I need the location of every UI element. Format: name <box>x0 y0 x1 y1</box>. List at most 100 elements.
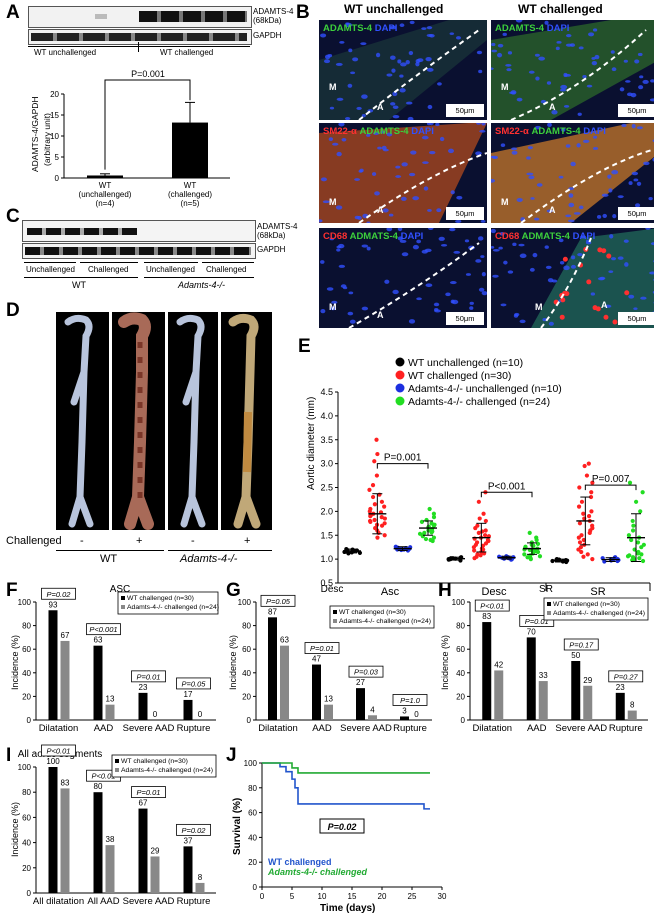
bar <box>183 846 193 893</box>
data-point <box>586 514 592 519</box>
y-tick-label: 100 <box>452 598 466 607</box>
nucleus <box>526 172 534 176</box>
nucleus <box>435 123 440 127</box>
nucleus <box>570 161 576 167</box>
data-point <box>379 499 385 504</box>
nucleus <box>582 75 587 79</box>
nucleus <box>319 219 323 223</box>
nucleus <box>399 88 406 93</box>
p-value-box <box>176 677 211 690</box>
data-point <box>577 485 582 490</box>
nucleus <box>405 101 413 105</box>
nucleus <box>565 43 573 47</box>
nucleus <box>450 299 455 304</box>
data-point <box>367 509 372 514</box>
legend-marker <box>395 396 405 406</box>
data-label: 13 <box>324 695 333 704</box>
blot-label-gapdh: GAPDH <box>253 31 282 40</box>
nucleus <box>347 311 354 316</box>
data-label: 87 <box>268 607 277 616</box>
category-label: Severe AAD <box>123 723 175 734</box>
nucleus <box>437 82 442 86</box>
nucleus <box>332 142 339 146</box>
nucleus <box>417 58 424 63</box>
legend-marker <box>115 768 119 772</box>
data-point <box>481 511 486 516</box>
nucleus <box>602 213 607 218</box>
cd68-cell <box>606 253 612 259</box>
nucleus <box>354 178 360 181</box>
nucleus <box>577 112 582 116</box>
data-point <box>375 535 380 540</box>
p-value-box <box>176 823 211 836</box>
nucleus <box>390 102 396 106</box>
p-value-box <box>519 615 555 627</box>
scale-bar: 50μm <box>446 312 484 325</box>
nucleus <box>429 150 436 155</box>
nucleus <box>546 81 552 85</box>
micrograph-image <box>319 123 487 223</box>
nucleus <box>421 135 429 140</box>
x-tick-label: 10 <box>318 892 327 901</box>
data-point <box>427 506 432 512</box>
d-row-label: Challenged <box>6 535 62 547</box>
significance-bracket <box>376 463 429 469</box>
c-blot-label-gapdh: GAPDH <box>257 245 286 254</box>
data-point <box>581 511 586 516</box>
data-point <box>637 556 642 561</box>
bar <box>627 710 637 720</box>
nucleus <box>513 313 519 318</box>
western-blot-gapdh <box>28 29 252 45</box>
y-tick-label: 40 <box>22 839 31 848</box>
nucleus <box>323 59 331 64</box>
nucleus <box>328 137 333 142</box>
nucleus <box>476 123 482 125</box>
nucleus <box>377 146 382 150</box>
data-point <box>630 518 635 524</box>
data-point <box>535 541 541 546</box>
legend-label: WT challenged (n=30) <box>121 758 188 765</box>
nucleus <box>400 196 407 201</box>
nucleus <box>634 59 640 64</box>
nucleus <box>568 193 574 198</box>
c-blot-label-kda: (68kDa) <box>257 231 286 240</box>
y-tick-label: 80 <box>242 622 251 631</box>
legend-label: Adamts-4-/- challenged (n=24) <box>408 396 550 408</box>
chart-f-ylabel: Incidence (%) <box>10 634 20 690</box>
data-point <box>370 494 376 500</box>
data-label: 27 <box>356 678 365 687</box>
data-label: 67 <box>139 799 148 808</box>
panel-letter-e: E <box>298 336 311 357</box>
p-value-annotation: P=0.17 <box>569 641 594 650</box>
y-tick-label: 20 <box>248 858 257 867</box>
nucleus <box>392 91 398 97</box>
stain-label-segment: DAPI <box>372 23 398 34</box>
boundary-line <box>520 148 654 223</box>
category-label: Desc <box>481 586 507 598</box>
cd68-cell <box>559 314 565 320</box>
nucleus <box>366 133 371 137</box>
chart-title: Desc <box>321 584 344 595</box>
chart-j-survival: 0 20 40 60 80 100 0 5 10 15 20 25 30 P=0.02 WT challen… <box>244 759 447 901</box>
data-point <box>429 530 434 535</box>
nucleus <box>594 54 600 60</box>
nucleus <box>630 92 637 98</box>
data-point <box>590 480 595 485</box>
data-point <box>372 459 377 464</box>
nucleus <box>455 219 462 223</box>
data-point <box>483 528 488 533</box>
nucleus <box>624 262 629 267</box>
panel-letter-i: I <box>6 745 12 766</box>
y-tick-label: 2.5 <box>320 483 333 493</box>
category-label: AAD <box>312 723 332 734</box>
stain-label-segment: ADAMTS-4 <box>356 126 409 137</box>
nucleus <box>464 239 470 243</box>
data-point <box>430 538 435 544</box>
data-point <box>382 533 387 538</box>
data-label: 38 <box>106 835 115 844</box>
nucleus <box>611 257 617 261</box>
micro-col-title-challenged: WT challenged <box>518 2 603 16</box>
p-value-box <box>41 587 76 600</box>
cd68-cell <box>562 256 568 262</box>
bar <box>60 788 70 893</box>
